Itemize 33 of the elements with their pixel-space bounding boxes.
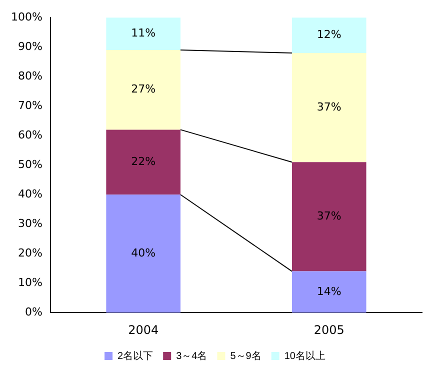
y-tick-label: 50% <box>18 158 42 171</box>
y-tick-label: 0% <box>24 305 42 318</box>
bar <box>106 18 180 50</box>
bar <box>106 50 180 130</box>
legend-label: 5～9名 <box>230 350 262 362</box>
legend-label: 3～4名 <box>176 350 208 362</box>
bar <box>292 162 366 272</box>
bar <box>292 53 366 162</box>
x-tick-label: 2005 <box>314 322 344 337</box>
y-tick-label: 60% <box>18 128 42 142</box>
data-label: 22% <box>131 155 156 168</box>
bar <box>106 130 180 195</box>
y-tick-label: 20% <box>18 246 42 260</box>
legend-label: 10名以上 <box>284 350 326 362</box>
y-tick-label: 70% <box>18 98 42 112</box>
y-tick-label: 30% <box>18 216 42 230</box>
data-label: 40% <box>131 246 156 260</box>
data-label: 27% <box>131 82 156 96</box>
y-tick-label: 40% <box>18 187 42 200</box>
bar <box>292 18 366 53</box>
data-label: 37% <box>316 100 342 114</box>
data-label: 14% <box>316 284 342 298</box>
y-tick-label: 100% <box>10 10 42 24</box>
bar <box>106 194 180 313</box>
y-tick-label: 10% <box>18 276 42 289</box>
y-tick-label: 90% <box>18 40 42 53</box>
data-label: 37% <box>316 210 342 223</box>
y-tick-label: 80% <box>18 69 42 82</box>
x-tick-label: 2004 <box>128 322 159 337</box>
data-label: 11% <box>131 26 156 40</box>
legend-label: 2名以下 <box>118 350 154 362</box>
bar <box>292 271 366 313</box>
data-label: 12% <box>316 28 342 42</box>
